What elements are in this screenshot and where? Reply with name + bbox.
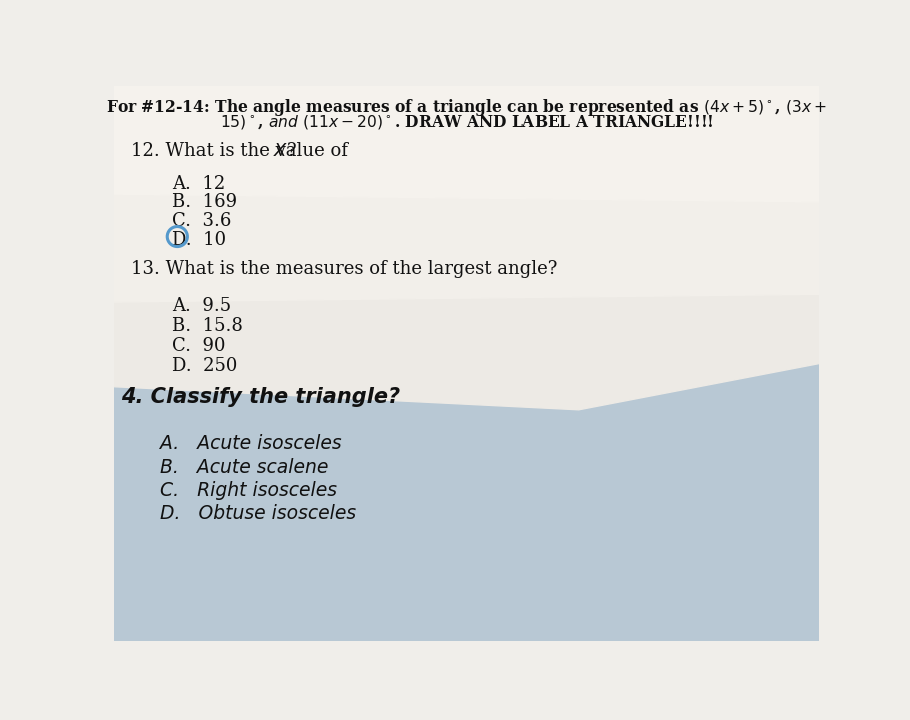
Text: B.  15.8: B. 15.8 — [172, 317, 243, 335]
Text: 13. What is the measures of the largest angle?: 13. What is the measures of the largest … — [131, 260, 557, 278]
Polygon shape — [114, 86, 819, 202]
Text: D.  10: D. 10 — [172, 231, 226, 249]
Polygon shape — [114, 86, 819, 410]
Text: $X$?: $X$? — [273, 142, 297, 160]
Text: A.  12: A. 12 — [172, 175, 225, 193]
Text: C.  3.6: C. 3.6 — [172, 212, 231, 230]
Text: 4. Classify the triangle?: 4. Classify the triangle? — [122, 387, 400, 407]
Text: B.  169: B. 169 — [172, 194, 237, 212]
Text: A.   Acute isosceles: A. Acute isosceles — [160, 434, 342, 454]
Text: D.   Obtuse isosceles: D. Obtuse isosceles — [160, 504, 357, 523]
Polygon shape — [114, 86, 819, 302]
Text: 12. What is the value of: 12. What is the value of — [131, 142, 353, 160]
Text: A.  9.5: A. 9.5 — [172, 297, 231, 315]
Text: C.  90: C. 90 — [172, 337, 226, 355]
Text: C.   Right isosceles: C. Right isosceles — [160, 481, 338, 500]
Text: $15)^\circ$, $\mathit{and}$ $(11x - 20)^\circ$. DRAW AND LABEL A TRIANGLE!!!!: $15)^\circ$, $\mathit{and}$ $(11x - 20)^… — [219, 112, 713, 130]
Text: D.  250: D. 250 — [172, 356, 238, 374]
Text: B.   Acute scalene: B. Acute scalene — [160, 457, 329, 477]
Text: For #12-14: The angle measures of a triangle can be represented as $(4x + 5)^\ci: For #12-14: The angle measures of a tria… — [106, 97, 827, 118]
